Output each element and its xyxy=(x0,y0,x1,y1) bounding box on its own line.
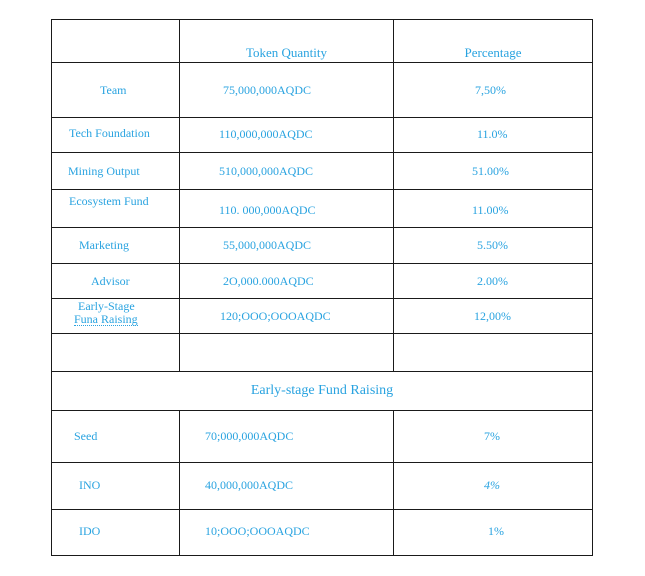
row-quantity: 510,000,000AQDC xyxy=(219,164,314,178)
row-quantity: 110. 000,000AQDC xyxy=(219,203,316,217)
row-quantity: 40,000,000AQDC xyxy=(205,478,294,492)
row-percentage: 1% xyxy=(488,524,504,538)
row-quantity: 70;000,000AQDC xyxy=(205,429,294,443)
table-row-tech-foundation: Tech Foundation 110,000,000AQDC 11.0% xyxy=(52,118,592,153)
table-row-team: Team 75,000,000AQDC 7,50% xyxy=(52,63,592,118)
row-name-line1: Early-Stage xyxy=(78,299,135,313)
row-percentage: 5.50% xyxy=(477,238,508,252)
table-header-row: Token Quantity Percentage xyxy=(52,20,592,63)
row-name: Mining Output xyxy=(68,164,140,178)
row-percentage: 2.00% xyxy=(477,274,508,288)
row-name-cell: Team xyxy=(52,63,180,117)
section-title: Early-stage Fund Raising xyxy=(250,383,394,398)
header-cell-empty xyxy=(52,20,180,62)
header-cell-percentage: Percentage xyxy=(394,20,592,62)
table-row-early-stage: Early-Stage Funa Raising 120;OOO;OOOAQDC… xyxy=(52,299,592,334)
table-row-empty xyxy=(52,334,592,372)
row-percentage-cell: 7,50% xyxy=(394,63,592,117)
header-token-quantity: Token Quantity xyxy=(245,45,328,60)
table-row-ido: IDO 10;OOO;OOOAQDC 1% xyxy=(52,510,592,555)
row-quantity: 10;OOO;OOOAQDC xyxy=(205,524,310,538)
row-percentage: 7% xyxy=(484,429,500,443)
row-name: Marketing xyxy=(79,238,129,252)
row-name: IDO xyxy=(79,524,101,538)
row-quantity: 120;OOO;OOOAQDC xyxy=(220,309,331,323)
table-row-ecosystem-fund: Ecosystem Fund 110. 000,000AQDC 11.00% xyxy=(52,190,592,228)
row-quantity: 2O,000.000AQDC xyxy=(223,274,314,288)
row-percentage: 51.00% xyxy=(472,164,509,178)
row-percentage: 12,00% xyxy=(474,309,511,323)
row-name: INO xyxy=(79,478,101,492)
row-percentage: 4% xyxy=(484,478,500,492)
token-allocation-table: Token Quantity Percentage Team 75,000,00… xyxy=(51,19,593,556)
row-percentage: 11.00% xyxy=(472,203,509,217)
row-quantity-cell: 75,000,000AQDC xyxy=(180,63,394,117)
row-quantity: 110,000,000AQDC xyxy=(219,127,313,141)
row-name: Tech Foundation xyxy=(69,126,150,140)
row-name: Team xyxy=(100,83,127,97)
row-percentage: 11.0% xyxy=(477,127,508,141)
header-percentage: Percentage xyxy=(464,45,522,60)
row-name: Advisor xyxy=(91,274,130,288)
row-name: Seed xyxy=(74,429,98,443)
table-row-advisor: Advisor 2O,000.000AQDC 2.00% xyxy=(52,264,592,299)
header-cell-quantity: Token Quantity xyxy=(180,20,394,62)
row-name: Ecosystem Fund xyxy=(69,194,149,208)
table-row-seed: Seed 70;000,000AQDC 7% xyxy=(52,411,592,463)
section-title-row: Early-stage Fund Raising xyxy=(52,372,592,411)
table-row-mining-output: Mining Output 510,000,000AQDC 51.00% xyxy=(52,153,592,190)
row-name-line2: Funa Raising xyxy=(74,312,138,326)
row-quantity: 75,000,000AQDC xyxy=(223,83,312,97)
table-row-ino: INO 40,000,000AQDC 4% xyxy=(52,463,592,510)
row-percentage: 7,50% xyxy=(475,83,506,97)
row-quantity: 55,000,000AQDC xyxy=(223,238,312,252)
table-row-marketing: Marketing 55,000,000AQDC 5.50% xyxy=(52,228,592,264)
